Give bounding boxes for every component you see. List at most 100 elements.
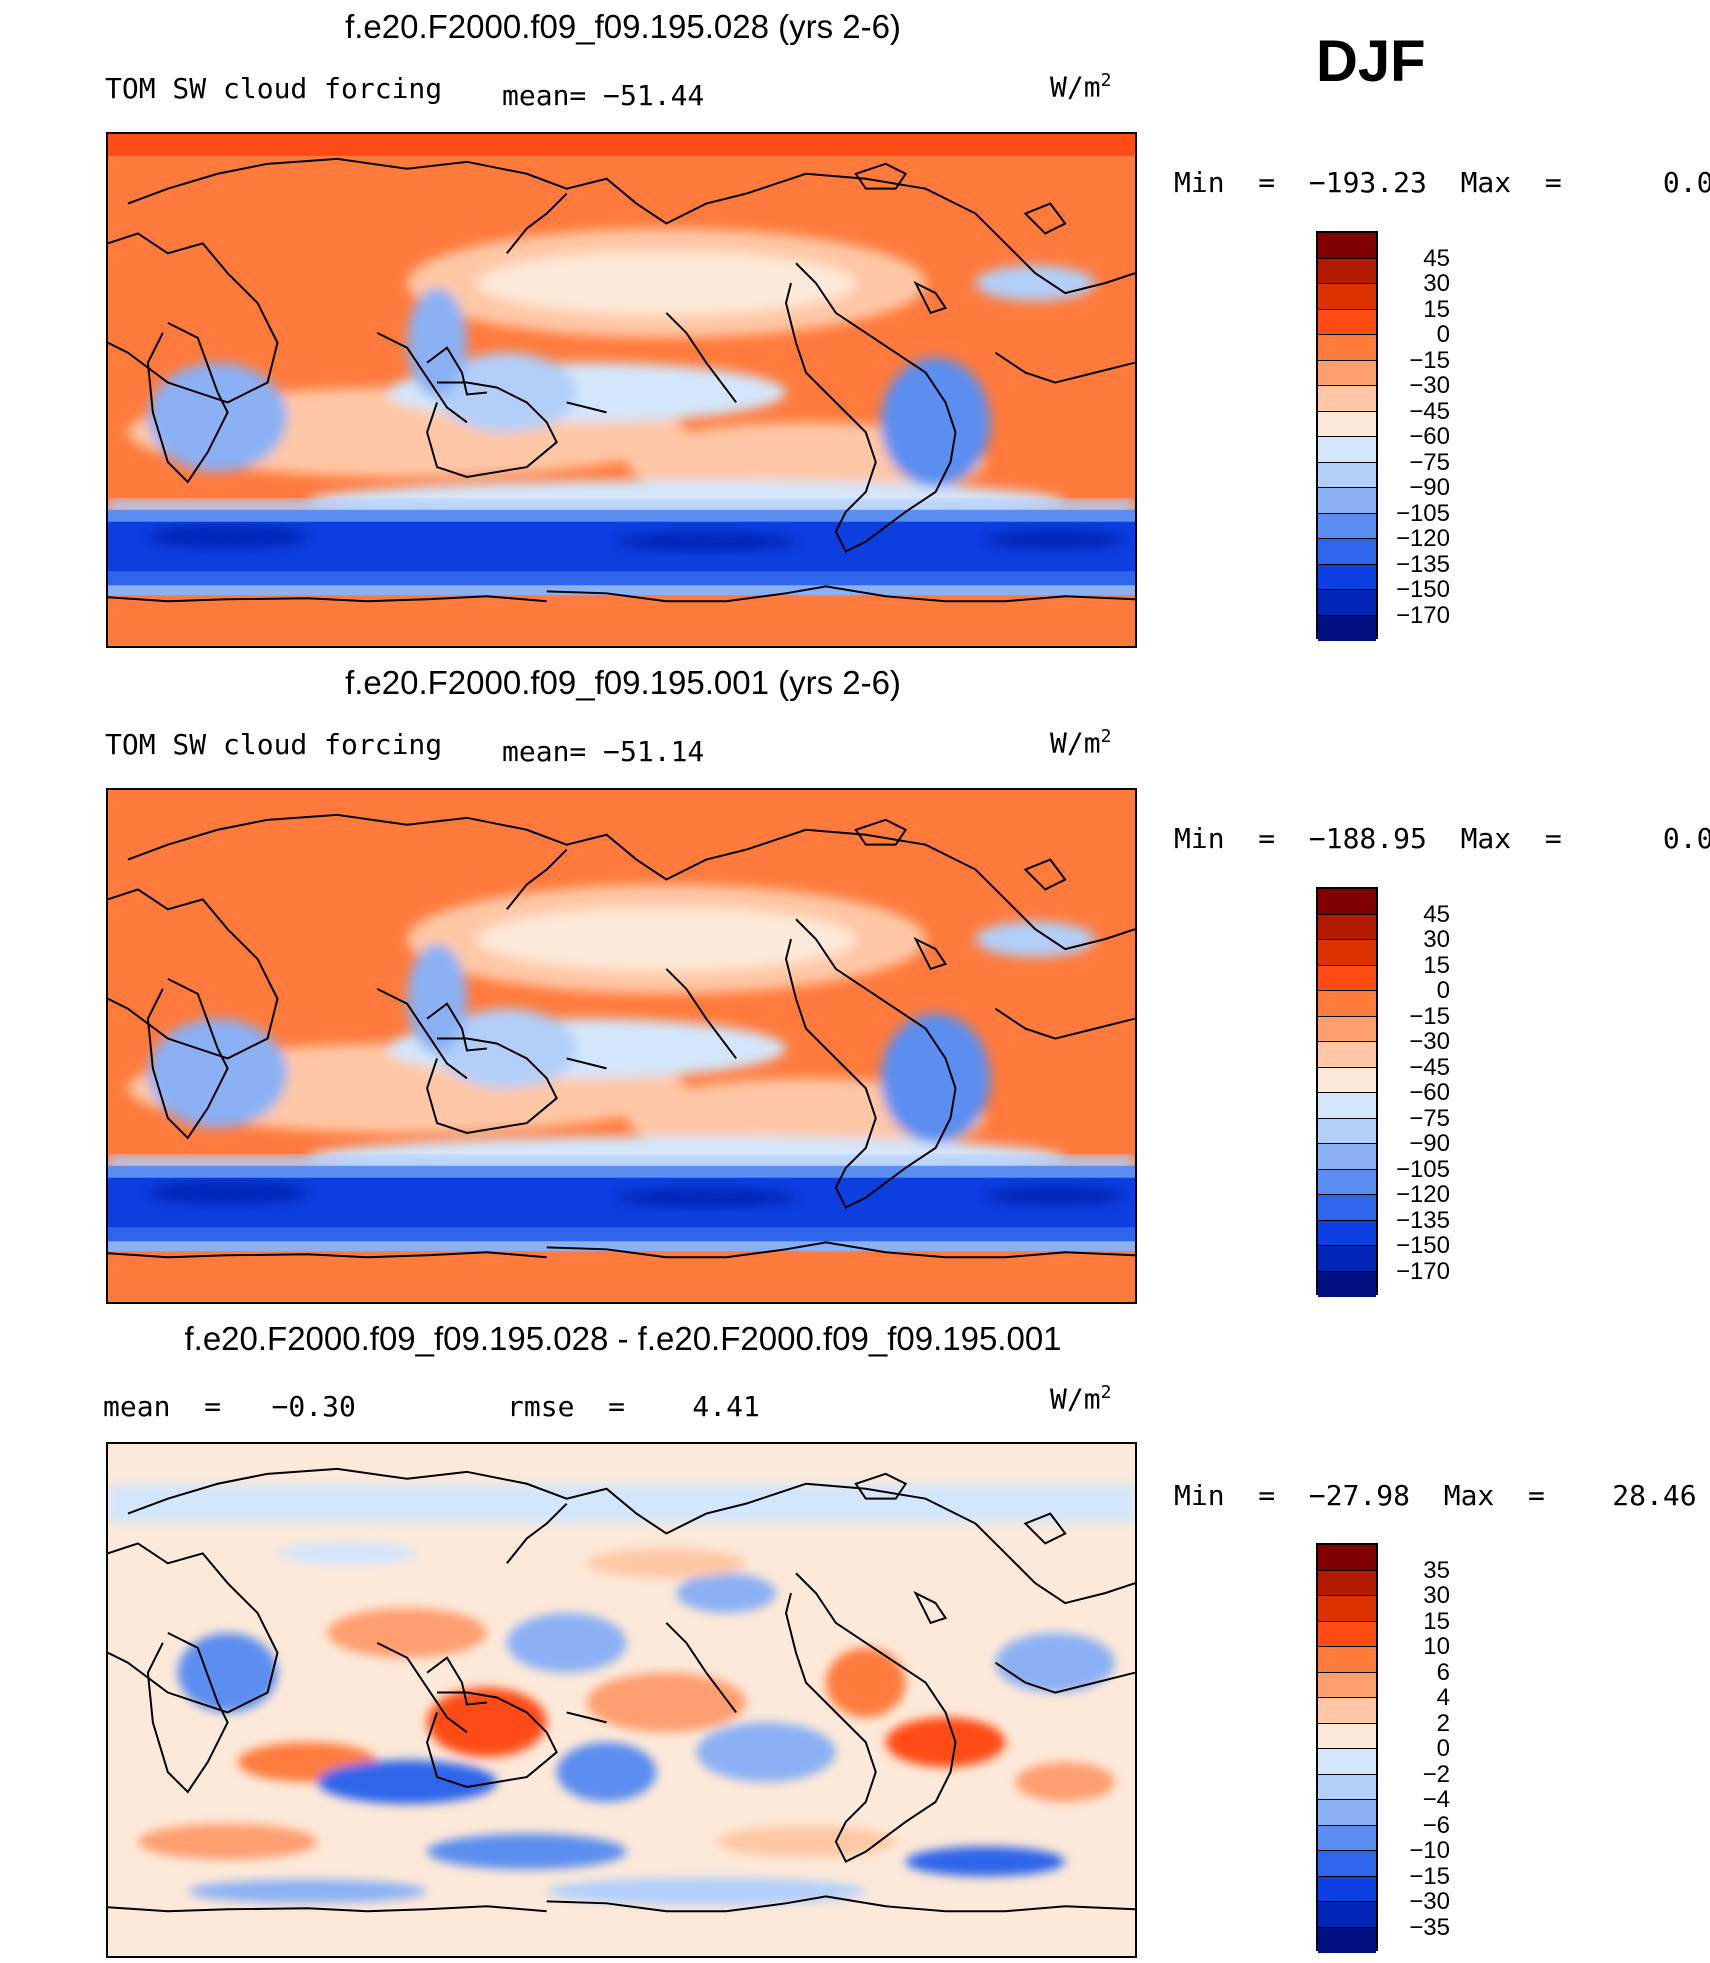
- colorbar-tick-label: −10: [1409, 1837, 1450, 1864]
- colorbar-tick-label: 45: [1423, 244, 1450, 272]
- colorbar-box: [1318, 1774, 1376, 1800]
- panel-3-mean: mean = −0.30: [103, 1390, 356, 1423]
- colorbar-box: [1318, 1749, 1376, 1775]
- colorbar-tick-label: −15: [1409, 1002, 1450, 1030]
- colorbar-tick-label: 0: [1436, 977, 1450, 1004]
- colorbar-tick-label: −150: [1395, 1232, 1450, 1259]
- colorbar-box: [1318, 411, 1376, 437]
- colorbar-tick-label: −15: [1409, 346, 1450, 374]
- colorbar-box: [1318, 437, 1376, 463]
- panel-2-units: W/m2: [1050, 726, 1112, 760]
- colorbar-tick-label: −90: [1409, 474, 1450, 501]
- colorbar-tick-label: 15: [1423, 1607, 1450, 1635]
- colorbar-tick-label: −35: [1409, 1913, 1450, 1941]
- panel-3-minmax: Min = −27.98 Max = 28.46: [1174, 1479, 1697, 1512]
- colorbar-tick-label: −30: [1409, 1888, 1450, 1915]
- colorbar-box: [1318, 284, 1376, 310]
- panel-3-units: W/m2: [1050, 1382, 1112, 1416]
- panel-1-field: [108, 134, 1135, 646]
- colorbar-tick-label: −30: [1409, 1028, 1450, 1055]
- colorbar-box: [1318, 615, 1376, 641]
- panel-3-colorbar: [1316, 1543, 1378, 1953]
- colorbar-box: [1318, 1220, 1376, 1246]
- panel-1-minmax: Min = −193.23 Max = 0.00: [1174, 166, 1710, 199]
- colorbar-box: [1318, 513, 1376, 539]
- colorbar-box: [1318, 1042, 1376, 1068]
- colorbar-tick-label: −75: [1409, 1104, 1450, 1132]
- colorbar-tick-label: −15: [1409, 1862, 1450, 1890]
- panel-2-field: [108, 790, 1135, 1302]
- colorbar-tick-label: 45: [1423, 900, 1450, 928]
- colorbar-tick-label: −45: [1409, 397, 1450, 425]
- colorbar-tick-label: −2: [1422, 1760, 1450, 1788]
- colorbar-box: [1318, 1647, 1376, 1673]
- colorbar-box: [1318, 590, 1376, 616]
- panel-2-colorbar: [1316, 887, 1378, 1297]
- colorbar-box: [1318, 1246, 1376, 1272]
- colorbar-tick-label: −4: [1422, 1786, 1450, 1813]
- colorbar-tick-label: 6: [1436, 1658, 1450, 1686]
- colorbar-tick-label: 15: [1423, 295, 1450, 323]
- colorbar-tick-label: −170: [1395, 601, 1450, 629]
- colorbar-box: [1318, 1800, 1376, 1826]
- colorbar-box: [1318, 1927, 1376, 1953]
- colorbar-box: [1318, 1118, 1376, 1144]
- colorbar-box: [1318, 386, 1376, 412]
- colorbar-tick-label: 0: [1436, 1735, 1450, 1762]
- colorbar-box: [1318, 1545, 1376, 1571]
- colorbar-box: [1318, 488, 1376, 514]
- colorbar-box: [1318, 360, 1376, 386]
- colorbar-box: [1318, 1596, 1376, 1622]
- panel-2-minmax: Min = −188.95 Max = 0.00: [1174, 822, 1710, 855]
- panel-3-map: [106, 1442, 1137, 1958]
- colorbar-box: [1318, 1016, 1376, 1042]
- colorbar-box: [1318, 1195, 1376, 1221]
- colorbar-tick-label: 0: [1436, 321, 1450, 348]
- panel-2-variable: TOM SW cloud forcing: [105, 728, 443, 761]
- colorbar-tick-label: 15: [1423, 951, 1450, 979]
- colorbar-box: [1318, 965, 1376, 991]
- colorbar-tick-label: −60: [1409, 1079, 1450, 1106]
- colorbar-box: [1318, 991, 1376, 1017]
- colorbar-tick-label: 30: [1423, 926, 1450, 953]
- colorbar-tick-label: −60: [1409, 423, 1450, 450]
- colorbar-box: [1318, 1621, 1376, 1647]
- colorbar-box: [1318, 1902, 1376, 1928]
- colorbar-tick-label: −170: [1395, 1257, 1450, 1285]
- colorbar-box: [1318, 1825, 1376, 1851]
- panel-2-title: f.e20.F2000.f09_f09.195.001 (yrs 2-6): [345, 664, 901, 701]
- colorbar-tick-label: 35: [1423, 1556, 1450, 1584]
- panel-3-title: f.e20.F2000.f09_f09.195.028 - f.e20.F200…: [184, 1320, 1062, 1357]
- colorbar-box: [1318, 335, 1376, 361]
- colorbar-box: [1318, 1067, 1376, 1093]
- colorbar-tick-label: −150: [1395, 576, 1450, 603]
- colorbar-box: [1318, 1672, 1376, 1698]
- colorbar-box: [1318, 940, 1376, 966]
- panel-1-mean: mean= −51.44: [502, 79, 705, 112]
- colorbar-tick-label: −135: [1395, 550, 1450, 578]
- colorbar-box: [1318, 462, 1376, 488]
- panel-1-map: [106, 132, 1137, 648]
- colorbar-tick-label: −135: [1395, 1206, 1450, 1234]
- colorbar-tick-label: 4: [1436, 1684, 1450, 1711]
- colorbar-tick-label: −120: [1395, 525, 1450, 552]
- colorbar-tick-label: −90: [1409, 1130, 1450, 1157]
- colorbar-tick-label: −75: [1409, 448, 1450, 476]
- colorbar-tick-label: 10: [1423, 1633, 1450, 1660]
- colorbar-box: [1318, 1169, 1376, 1195]
- panel-3-rmse: rmse = 4.41: [507, 1390, 760, 1423]
- panel-1-variable: TOM SW cloud forcing: [105, 72, 443, 105]
- colorbar-box: [1318, 309, 1376, 335]
- colorbar-tick-label: 30: [1423, 1582, 1450, 1609]
- colorbar-tick-label: −120: [1395, 1181, 1450, 1208]
- panel-3-field: [108, 1444, 1135, 1956]
- colorbar-tick-label: −45: [1409, 1053, 1450, 1081]
- colorbar-tick-label: −105: [1395, 499, 1450, 527]
- panel-1-units: W/m2: [1050, 70, 1112, 104]
- colorbar-box: [1318, 914, 1376, 940]
- colorbar-box: [1318, 1144, 1376, 1170]
- season-label: DJF: [1316, 29, 1426, 94]
- colorbar-box: [1318, 1876, 1376, 1902]
- colorbar-tick-label: 2: [1436, 1709, 1450, 1737]
- panel-1-colorbar: [1316, 231, 1378, 641]
